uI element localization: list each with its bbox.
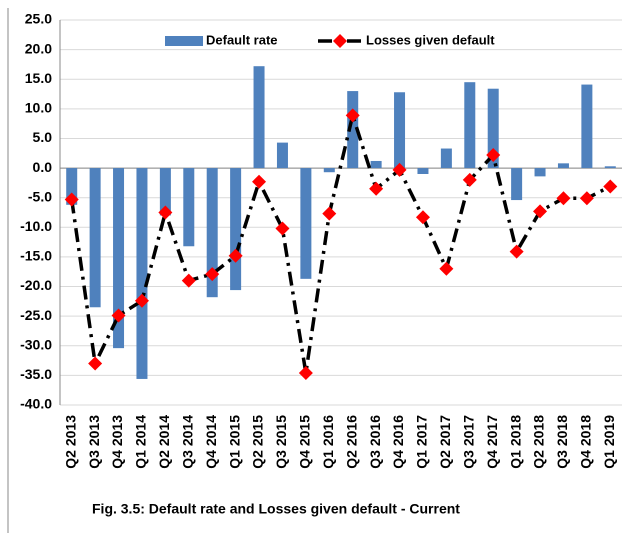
x-tick-label: Q1 2016 xyxy=(320,415,336,469)
marker xyxy=(603,179,618,194)
marker xyxy=(369,181,384,196)
x-tick-label: Q2 2018 xyxy=(531,415,547,469)
bar xyxy=(183,168,195,247)
y-tick-label: -35.0 xyxy=(20,366,52,382)
marker xyxy=(298,366,313,381)
bar xyxy=(66,168,78,205)
marker xyxy=(252,174,267,189)
marker xyxy=(228,248,243,263)
marker xyxy=(579,191,594,206)
marker xyxy=(415,210,430,225)
marker xyxy=(181,273,196,288)
y-tick-label: -20.0 xyxy=(20,277,52,293)
x-tick-label: Q2 2014 xyxy=(156,415,172,469)
legend-label: Default rate xyxy=(206,32,278,47)
bar xyxy=(417,168,429,174)
x-tick-label: Q1 2014 xyxy=(133,415,149,469)
x-tick-label: Q4 2014 xyxy=(203,415,219,469)
y-tick-label: -30.0 xyxy=(20,336,52,352)
bar xyxy=(370,160,382,169)
bar xyxy=(323,168,335,173)
marker xyxy=(556,191,571,206)
marker xyxy=(322,206,337,221)
marker xyxy=(134,293,149,308)
y-tick-label: -10.0 xyxy=(20,218,52,234)
legend-swatch xyxy=(165,36,203,46)
bar xyxy=(440,148,452,169)
bar xyxy=(253,66,265,169)
marker xyxy=(111,308,126,323)
marker xyxy=(462,172,477,187)
bar xyxy=(300,168,312,279)
marker xyxy=(205,267,220,282)
bar xyxy=(347,91,359,169)
y-tick-label: 0.0 xyxy=(33,159,53,175)
y-tick-label: 25.0 xyxy=(25,11,52,27)
y-tick-label: -40.0 xyxy=(20,396,52,412)
marker xyxy=(533,204,548,219)
x-tick-label: Q2 2013 xyxy=(62,415,78,469)
y-tick-label: 5.0 xyxy=(33,129,53,145)
bar xyxy=(230,168,242,291)
line xyxy=(69,108,612,374)
bar xyxy=(394,92,406,169)
marker xyxy=(439,261,454,276)
x-tick-label: Q1 2018 xyxy=(507,415,523,469)
y-tick-label: 10.0 xyxy=(25,100,52,116)
bar xyxy=(159,168,171,216)
x-tick-label: Q2 2017 xyxy=(437,415,453,469)
bar xyxy=(206,168,218,298)
bar xyxy=(604,166,616,169)
bar xyxy=(581,84,593,169)
marker xyxy=(64,192,79,207)
x-tick-label: Q1 2015 xyxy=(226,415,242,469)
x-tick-label: Q1 2017 xyxy=(414,415,430,469)
y-tick-label: -5.0 xyxy=(28,188,52,204)
y-tick-label: 15.0 xyxy=(25,70,52,86)
marker xyxy=(345,108,360,123)
bar xyxy=(487,88,499,169)
y-tick-label: -15.0 xyxy=(20,248,52,264)
bar xyxy=(276,142,288,169)
x-tick-label: Q2 2015 xyxy=(250,415,266,469)
legend-label: Losses given default xyxy=(366,32,495,47)
y-tick-label: 20.0 xyxy=(25,40,52,56)
bar xyxy=(557,163,569,169)
bar xyxy=(534,168,546,177)
bar xyxy=(113,168,125,349)
x-tick-label: Q4 2015 xyxy=(297,415,313,469)
x-tick-label: Q3 2017 xyxy=(460,415,476,469)
legend-marker xyxy=(333,34,347,48)
marker xyxy=(158,205,173,220)
marker xyxy=(509,244,524,259)
marker xyxy=(392,162,407,177)
caption: Fig. 3.5: Default rate and Losses given … xyxy=(92,501,460,517)
x-tick-label: Q4 2013 xyxy=(109,415,125,469)
bar xyxy=(89,168,101,308)
x-tick-label: Q3 2016 xyxy=(367,415,383,469)
x-tick-label: Q4 2017 xyxy=(484,415,500,469)
x-tick-label: Q1 2019 xyxy=(601,415,617,469)
x-tick-label: Q3 2014 xyxy=(179,415,195,469)
x-tick-label: Q3 2013 xyxy=(86,415,102,469)
x-tick-label: Q3 2015 xyxy=(273,415,289,469)
marker xyxy=(88,356,103,371)
bar xyxy=(511,168,523,201)
x-tick-label: Q3 2018 xyxy=(554,415,570,469)
bar xyxy=(136,168,148,379)
x-tick-label: Q4 2016 xyxy=(390,415,406,469)
marker xyxy=(275,221,290,236)
x-tick-label: Q2 2016 xyxy=(343,415,359,469)
y-tick-label: -25.0 xyxy=(20,307,52,323)
marker xyxy=(486,148,501,163)
x-tick-label: Q4 2018 xyxy=(578,415,594,469)
bar xyxy=(464,82,476,169)
